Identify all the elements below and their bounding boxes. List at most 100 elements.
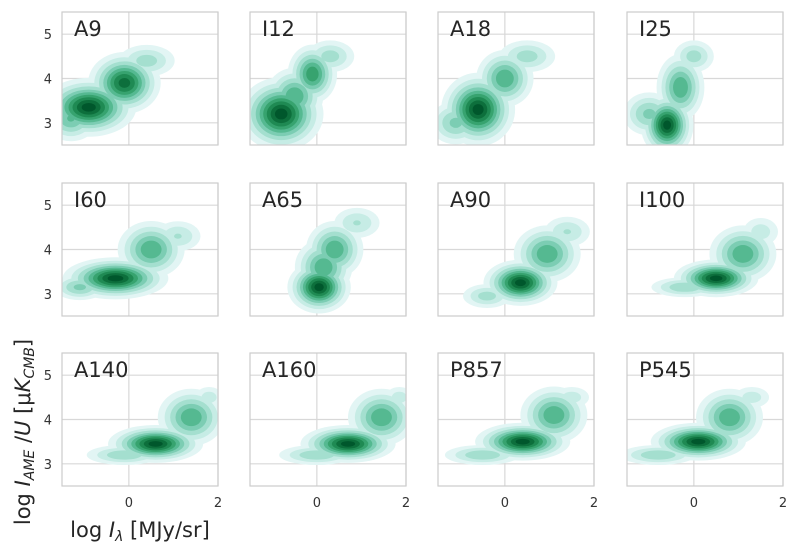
contour-level <box>640 450 676 460</box>
contour-level <box>148 441 163 447</box>
contour-level <box>643 108 656 120</box>
contour-level <box>709 275 723 282</box>
panel-i100: I100 <box>626 182 784 317</box>
x-tick-label: 0 <box>125 496 133 511</box>
density-contours <box>627 40 714 145</box>
contour-level <box>478 291 496 301</box>
x-tick-label: 0 <box>690 496 698 511</box>
contour-level <box>449 117 462 128</box>
contour-level <box>201 391 217 403</box>
density-contours <box>279 387 406 465</box>
density-contours <box>627 387 770 465</box>
contour-level <box>371 408 392 427</box>
contour-level <box>299 450 335 460</box>
panel-i25: I25 <box>626 11 784 146</box>
contour-level <box>742 391 762 403</box>
panel-label: I60 <box>74 188 107 212</box>
panel-label: A9 <box>74 17 102 41</box>
density-contours <box>463 216 590 308</box>
contour-level <box>719 408 740 427</box>
panel-label: I25 <box>639 17 672 41</box>
contour-level <box>465 450 500 460</box>
contour-level <box>732 245 754 263</box>
contour-level <box>751 224 771 240</box>
contour-level <box>81 102 96 112</box>
contour-level <box>136 54 158 67</box>
contour-level <box>514 279 526 287</box>
contour-level <box>274 108 288 120</box>
panel-p545: P545 0 2 <box>626 352 787 511</box>
panel-frame <box>626 352 784 487</box>
panel-frame <box>61 11 219 146</box>
y-tick-label: 4 <box>44 73 52 88</box>
contour-level <box>174 233 182 239</box>
contour-level <box>107 275 124 282</box>
panel-label: A140 <box>74 358 128 382</box>
contour-level <box>353 220 361 226</box>
panel-label: I100 <box>639 188 685 212</box>
density-contours <box>62 44 175 142</box>
panel-frame <box>61 182 219 317</box>
contour-level <box>472 104 484 115</box>
contour-level <box>515 438 530 445</box>
contour-level <box>536 245 558 263</box>
panel-a18: A18 <box>437 11 595 146</box>
panel-frame <box>249 182 407 317</box>
panel-label: P545 <box>639 358 692 382</box>
panel-frame <box>61 352 219 487</box>
panel-a65: A65 <box>249 182 407 317</box>
density-contours <box>651 218 779 298</box>
contour-level <box>314 258 333 277</box>
contour-level <box>563 229 572 235</box>
panel-frame <box>626 11 784 146</box>
contour-level <box>73 284 86 291</box>
panel-label: A90 <box>450 188 491 212</box>
contour-level <box>663 120 672 130</box>
y-tick-label: 5 <box>44 28 52 43</box>
contour-level <box>306 66 319 82</box>
y-tick-label: 4 <box>44 244 52 259</box>
panel-label: I12 <box>262 17 295 41</box>
density-contours <box>250 40 355 145</box>
panel-p857: P857 0 2 <box>437 352 598 511</box>
panel-frame <box>437 352 595 487</box>
panel-frame <box>249 352 407 487</box>
y-tick-label: 3 <box>44 117 52 132</box>
panel-a90: A90 <box>437 182 595 317</box>
y-tick-label: 5 <box>44 199 52 214</box>
y-tick-label: 4 <box>44 414 52 429</box>
density-contours <box>287 207 380 314</box>
density-contours <box>86 387 218 465</box>
contour-level <box>673 76 688 98</box>
contour-level <box>140 240 162 259</box>
x-tick-label: 0 <box>313 496 321 511</box>
panel-a9: A9 3 4 5 <box>44 11 219 146</box>
x-tick-label: 0 <box>501 496 509 511</box>
panel-label: A160 <box>262 358 316 382</box>
contour-level <box>686 50 702 63</box>
contour-level <box>118 77 131 88</box>
contour-level <box>391 391 406 403</box>
y-axis-label: log IAME /U [μKCMB] <box>11 339 38 525</box>
y-tick-label: 3 <box>44 288 52 303</box>
panel-frame <box>626 182 784 317</box>
x-tick-label: 2 <box>590 496 598 511</box>
panel-frame <box>437 11 595 146</box>
panel-label: P857 <box>450 358 503 382</box>
contour-level <box>340 441 356 447</box>
contour-level <box>106 450 142 460</box>
y-tick-label: 5 <box>44 369 52 384</box>
x-tick-label: 2 <box>779 496 787 511</box>
contour-level <box>321 50 340 63</box>
density-contours <box>438 40 556 145</box>
contour-level <box>691 438 706 445</box>
x-tick-label: 2 <box>214 496 222 511</box>
panel-a140: A140 3 4 5 0 2 <box>44 352 222 511</box>
contour-level <box>669 282 701 292</box>
panel-frame <box>437 182 595 317</box>
x-tick-label: 2 <box>402 496 410 511</box>
y-tick-label: 3 <box>44 458 52 473</box>
panel-frame <box>249 11 407 146</box>
